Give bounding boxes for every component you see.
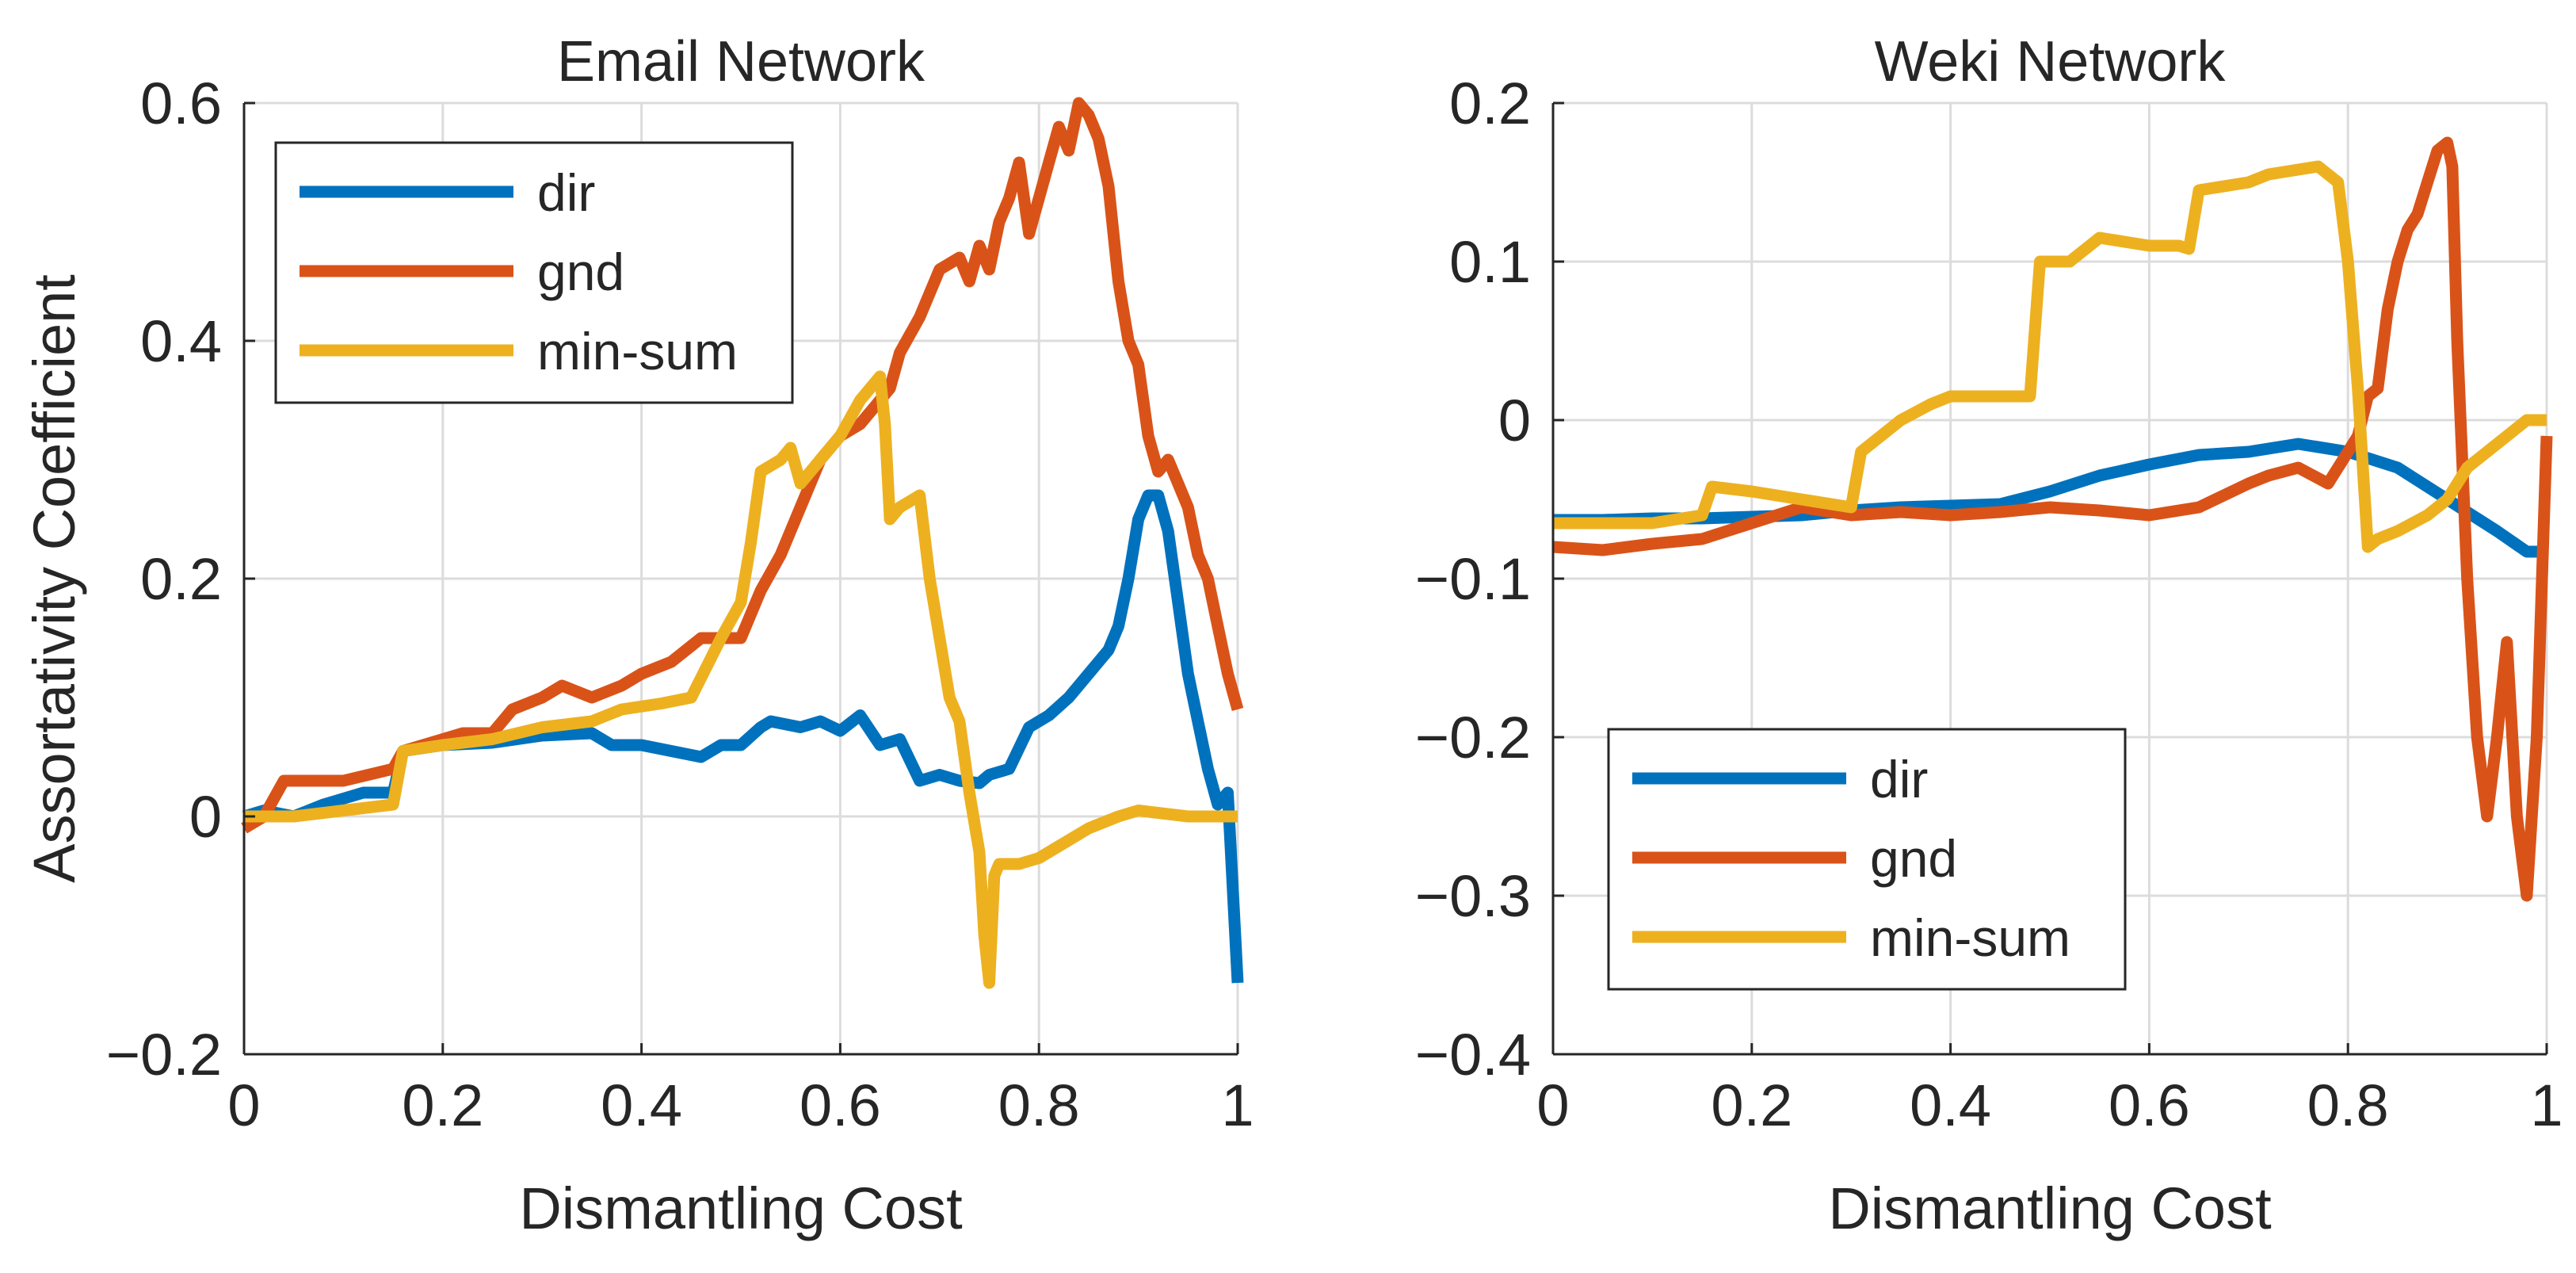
legend-label-dir: dir (537, 163, 595, 222)
legend-label-gnd: gnd (537, 243, 624, 301)
x-tick-label: 0.8 (2307, 1072, 2389, 1138)
chart-title: Weki Network (1875, 30, 2227, 94)
x-tick-label: 0.4 (1910, 1072, 1991, 1138)
legend-label-dir: dir (1870, 750, 1928, 809)
legend-label-min-sum: min-sum (537, 322, 738, 380)
y-tick-label: 0.4 (140, 308, 222, 374)
x-axis-label: Dismantling Cost (519, 1176, 963, 1241)
x-tick-label: 0.8 (998, 1072, 1080, 1138)
legend-label-gnd: gnd (1870, 829, 1957, 888)
y-tick-label: 0.2 (140, 546, 222, 612)
chart-title: Email Network (557, 30, 925, 94)
x-tick-label: 0 (227, 1072, 260, 1138)
x-tick-label: 0 (1536, 1072, 1569, 1138)
legend-label-min-sum: min-sum (1870, 908, 2070, 967)
y-tick-label: 0 (1498, 388, 1531, 453)
x-tick-label: 1 (1221, 1072, 1254, 1138)
x-tick-label: 0.6 (800, 1072, 881, 1138)
series-line-dir (1553, 438, 2547, 558)
legend: dir gnd min-sum (1607, 728, 2127, 991)
x-tick-label: 0.2 (402, 1072, 483, 1138)
y-tick-label: −0.2 (1415, 705, 1531, 770)
y-tick-label: 0.1 (1449, 229, 1531, 295)
y-tick-label: 0.6 (140, 71, 222, 136)
x-tick-label: 0.2 (1711, 1072, 1792, 1138)
y-tick-label: 0 (189, 784, 222, 850)
x-tick-label: 0.4 (601, 1072, 682, 1138)
y-tick-label: −0.3 (1415, 863, 1531, 929)
series-line-min-sum (1553, 160, 2547, 553)
legend: dir gnd min-sum (274, 141, 794, 404)
y-tick-label: −0.2 (106, 1022, 222, 1088)
weki-network-panel: 0 0.2 0.4 0.6 0.8 1 −0.4 −0.3 −0.2 −0.1 0 0.1 0.2 Wek… (1415, 30, 2563, 1241)
y-tick-label: 0.2 (1449, 71, 1531, 136)
y-axis-label: Assortativity Coefficient (21, 274, 87, 883)
x-axis-label: Dismantling Cost (1828, 1176, 2272, 1241)
x-tick-label: 1 (2530, 1072, 2563, 1138)
y-tick-label: −0.4 (1415, 1022, 1531, 1088)
y-tick-label: −0.1 (1415, 546, 1531, 612)
series-line-gnd (241, 97, 1244, 834)
x-tick-label: 0.6 (2109, 1072, 2190, 1138)
series-line-min-sum (244, 370, 1238, 989)
